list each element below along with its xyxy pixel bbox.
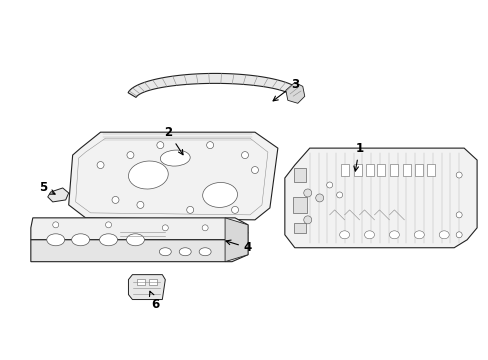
Ellipse shape (100, 234, 117, 246)
Circle shape (127, 152, 134, 159)
Text: 5: 5 (39, 181, 55, 194)
Ellipse shape (159, 248, 171, 256)
Bar (427, 164, 434, 176)
Ellipse shape (364, 231, 374, 239)
Bar (292, 197, 306, 213)
Circle shape (326, 182, 332, 188)
Circle shape (186, 206, 193, 213)
Polygon shape (285, 82, 304, 103)
Circle shape (206, 141, 213, 149)
Ellipse shape (438, 231, 448, 239)
Circle shape (455, 172, 461, 178)
Bar (403, 164, 410, 176)
Polygon shape (31, 218, 247, 240)
Polygon shape (285, 148, 476, 248)
Text: 6: 6 (149, 291, 159, 311)
Ellipse shape (339, 231, 349, 239)
Circle shape (202, 225, 208, 231)
Circle shape (105, 222, 111, 228)
Bar (149, 279, 157, 285)
Ellipse shape (413, 231, 424, 239)
Circle shape (455, 232, 461, 238)
Bar (340, 164, 348, 176)
Circle shape (231, 206, 238, 213)
Circle shape (303, 189, 311, 197)
Circle shape (157, 141, 163, 149)
Circle shape (315, 194, 323, 202)
Bar (377, 164, 385, 176)
Circle shape (112, 197, 119, 203)
Polygon shape (48, 188, 68, 202)
Bar (137, 279, 145, 285)
Polygon shape (68, 132, 277, 220)
Bar (293, 168, 305, 182)
Text: 2: 2 (164, 126, 183, 155)
Circle shape (303, 216, 311, 224)
Ellipse shape (47, 234, 64, 246)
Text: 4: 4 (225, 240, 252, 254)
Ellipse shape (199, 248, 211, 256)
Bar (365, 164, 373, 176)
Text: 1: 1 (353, 141, 363, 171)
Circle shape (251, 167, 258, 174)
Circle shape (241, 152, 248, 159)
Ellipse shape (179, 248, 191, 256)
Polygon shape (224, 218, 247, 262)
Circle shape (336, 192, 342, 198)
Ellipse shape (72, 234, 89, 246)
Circle shape (455, 212, 461, 218)
Circle shape (53, 222, 59, 228)
Bar (389, 164, 398, 176)
Text: 3: 3 (272, 78, 298, 101)
Ellipse shape (128, 161, 168, 189)
Circle shape (137, 201, 143, 208)
Polygon shape (128, 73, 302, 98)
Ellipse shape (126, 234, 144, 246)
Bar (414, 164, 423, 176)
Ellipse shape (202, 183, 237, 207)
Polygon shape (31, 233, 247, 262)
Bar (353, 164, 361, 176)
Circle shape (162, 225, 168, 231)
Circle shape (97, 162, 104, 168)
Polygon shape (128, 275, 165, 300)
Bar (293, 223, 305, 233)
Ellipse shape (388, 231, 399, 239)
Ellipse shape (160, 150, 190, 166)
